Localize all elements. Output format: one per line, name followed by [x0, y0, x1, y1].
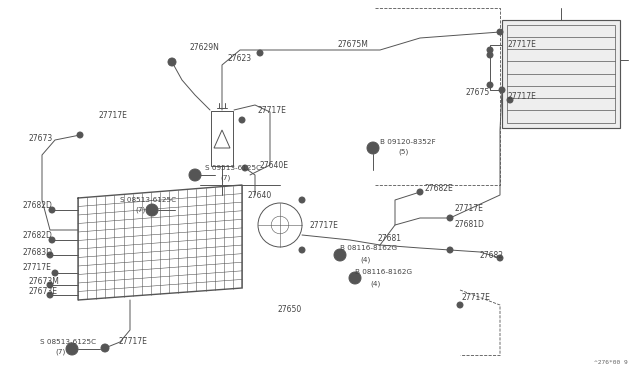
Text: 27717E: 27717E — [508, 39, 537, 48]
Circle shape — [457, 302, 463, 308]
Circle shape — [447, 215, 453, 221]
Circle shape — [66, 343, 78, 355]
Text: 27717E: 27717E — [310, 221, 339, 230]
Text: 27682D: 27682D — [22, 201, 52, 209]
Bar — [507, 25, 615, 123]
Text: 27682E: 27682E — [425, 183, 454, 192]
Text: 27675M: 27675M — [338, 39, 369, 48]
Text: 27717E: 27717E — [118, 337, 147, 346]
Circle shape — [487, 52, 493, 58]
Text: B 08116-8162G: B 08116-8162G — [355, 269, 412, 275]
Text: 27682D: 27682D — [22, 231, 52, 240]
Circle shape — [146, 204, 158, 216]
Text: B 08116-8162G: B 08116-8162G — [340, 245, 397, 251]
Text: S: S — [150, 208, 154, 212]
Circle shape — [487, 82, 493, 88]
Text: (4): (4) — [360, 257, 371, 263]
Text: (4): (4) — [370, 281, 380, 287]
Text: 27717E: 27717E — [98, 110, 127, 119]
Circle shape — [497, 29, 503, 35]
Circle shape — [77, 132, 83, 138]
Text: 27717E: 27717E — [455, 203, 484, 212]
Circle shape — [49, 237, 55, 243]
Text: 27673M: 27673M — [28, 278, 59, 286]
Text: 27717E: 27717E — [462, 294, 491, 302]
Text: ^276*00 9: ^276*00 9 — [595, 360, 628, 365]
Circle shape — [189, 169, 201, 181]
Circle shape — [487, 47, 493, 53]
Circle shape — [299, 197, 305, 203]
Bar — [502, 20, 620, 128]
Circle shape — [497, 255, 503, 261]
Circle shape — [168, 58, 176, 66]
Circle shape — [447, 247, 453, 253]
Text: 27717E: 27717E — [22, 263, 51, 273]
Text: B: B — [371, 145, 375, 151]
Text: (7): (7) — [55, 349, 65, 355]
Text: S 09513-6125C: S 09513-6125C — [205, 165, 261, 171]
Text: (7): (7) — [220, 175, 230, 181]
Bar — [211, 111, 233, 166]
Circle shape — [47, 252, 53, 258]
Text: 27675: 27675 — [466, 87, 490, 96]
Circle shape — [367, 142, 379, 154]
Text: 27681: 27681 — [378, 234, 402, 243]
Circle shape — [507, 97, 513, 103]
Text: 27681D: 27681D — [455, 219, 485, 228]
Circle shape — [52, 270, 58, 276]
Text: B 09120-8352F: B 09120-8352F — [380, 139, 436, 145]
Text: 27640: 27640 — [248, 190, 272, 199]
Text: 27640E: 27640E — [260, 160, 289, 170]
Text: 27717E: 27717E — [258, 106, 287, 115]
Text: (5): (5) — [398, 149, 408, 155]
Circle shape — [239, 117, 245, 123]
Circle shape — [499, 87, 505, 93]
Text: S 08513-6125C: S 08513-6125C — [40, 339, 96, 345]
Circle shape — [47, 282, 53, 288]
Text: 27629N: 27629N — [190, 42, 220, 51]
Text: 27650: 27650 — [278, 305, 302, 314]
Text: 27673E: 27673E — [28, 288, 57, 296]
Circle shape — [334, 249, 346, 261]
Text: 27683D: 27683D — [22, 247, 52, 257]
Text: 27673: 27673 — [28, 134, 52, 142]
Text: 27682: 27682 — [480, 250, 504, 260]
Circle shape — [299, 247, 305, 253]
Text: S: S — [193, 173, 197, 177]
Text: 27623: 27623 — [228, 54, 252, 62]
Circle shape — [101, 344, 109, 352]
Circle shape — [349, 272, 361, 284]
Text: S: S — [70, 346, 74, 352]
Text: B: B — [353, 276, 357, 280]
Text: 27717E: 27717E — [508, 92, 537, 100]
Circle shape — [47, 292, 53, 298]
Circle shape — [49, 207, 55, 213]
Circle shape — [242, 165, 248, 171]
Circle shape — [257, 50, 263, 56]
Text: B: B — [338, 253, 342, 257]
Text: (7): (7) — [135, 207, 145, 213]
Circle shape — [417, 189, 423, 195]
Text: S 08513-6125C: S 08513-6125C — [120, 197, 176, 203]
